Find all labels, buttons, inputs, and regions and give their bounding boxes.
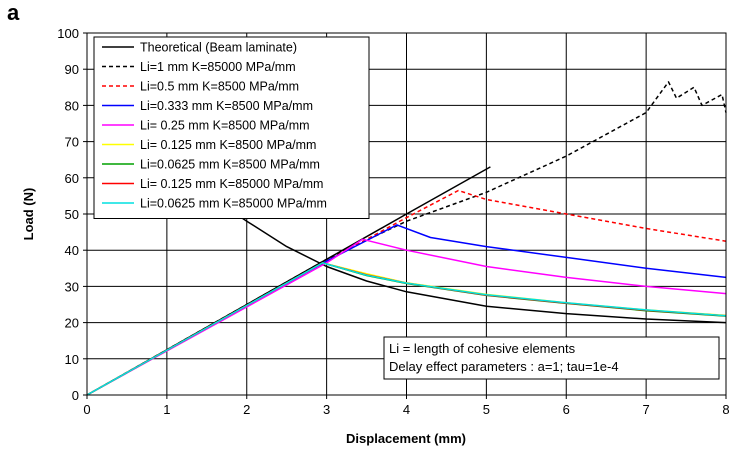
y-tick-label: 10 <box>65 352 79 367</box>
legend-label: Theoretical (Beam laminate) <box>140 41 297 55</box>
annotation-line: Li = length of cohesive elements <box>389 341 576 356</box>
x-tick-label: 1 <box>163 402 170 417</box>
y-tick-label: 30 <box>65 279 79 294</box>
x-tick-label: 3 <box>323 402 330 417</box>
legend-label: Li=1 mm K=85000 MPa/mm <box>140 60 296 74</box>
series-line-2 <box>86 81 727 396</box>
legend-label: Li=0.333 mm K=8500 MPa/mm <box>140 99 313 113</box>
annotation-box: Li = length of cohesive elements Delay ef… <box>383 336 720 380</box>
panel-label: a <box>7 0 20 25</box>
legend: Theoretical (Beam laminate) Li=1 mm K=850… <box>93 36 370 219</box>
x-tick-label: 5 <box>483 402 490 417</box>
y-axis-title: Load (N) <box>21 188 36 241</box>
y-tick-label: 90 <box>65 62 79 77</box>
legend-label: Li= 0.125 mm K=8500 MPa/mm <box>140 138 316 152</box>
x-tick-label: 4 <box>403 402 410 417</box>
annotation-line: Delay effect parameters : a=1; tau=1e-4 <box>389 359 619 374</box>
legend-label: Li=0.0625 mm K=8500 MPa/mm <box>140 158 320 172</box>
x-tick-label: 2 <box>243 402 250 417</box>
legend-label: Li=0.5 mm K=8500 MPa/mm <box>140 80 299 94</box>
series-line-9 <box>86 262 727 396</box>
legend-label: Li=0.0625 mm K=85000 MPa/mm <box>140 197 327 211</box>
legend-label: Li= 0.125 mm K=85000 MPa/mm <box>140 177 323 191</box>
x-tick-label: 8 <box>722 402 729 417</box>
legend-label: Li= 0.25 mm K=8500 MPa/mm <box>140 119 310 133</box>
y-tick-label: 20 <box>65 316 79 331</box>
x-tick-label: 0 <box>83 402 90 417</box>
y-tick-label: 100 <box>57 26 79 41</box>
x-tick-label: 6 <box>563 402 570 417</box>
y-tick-label: 0 <box>72 388 79 403</box>
y-tick-label: 50 <box>65 207 79 222</box>
annotation-frame <box>383 336 720 380</box>
y-tick-label: 40 <box>65 243 79 258</box>
y-tick-label: 60 <box>65 171 79 186</box>
x-axis-title: Displacement (mm) <box>346 431 466 446</box>
y-tick-label: 80 <box>65 98 79 113</box>
x-tick-label: 7 <box>643 402 650 417</box>
series-line-5 <box>86 238 727 396</box>
y-tick-label: 70 <box>65 135 79 150</box>
legend-frame <box>93 36 370 219</box>
